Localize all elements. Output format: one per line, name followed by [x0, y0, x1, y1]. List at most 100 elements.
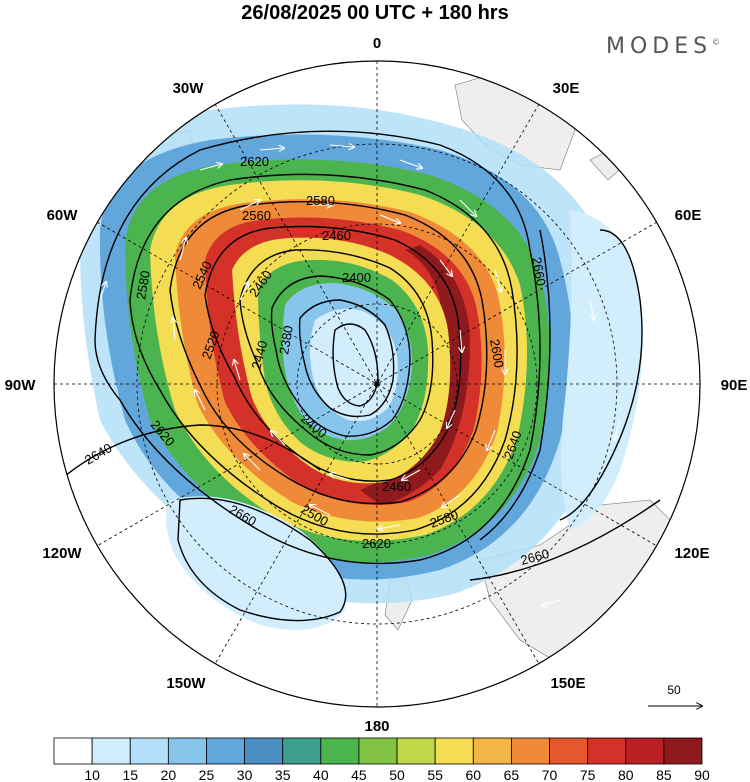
wind-arrow — [99, 282, 106, 301]
colorbar-swatch — [53, 737, 93, 765]
lon-label-150e: 150E — [550, 675, 585, 692]
contour-label: 2620 — [240, 154, 269, 169]
colorbar-label: 15 — [122, 767, 138, 782]
colorbar-swatch — [320, 737, 360, 765]
lon-label-90e: 90E — [721, 377, 748, 394]
colorbar-label: 45 — [351, 767, 367, 782]
wind-arrow — [494, 269, 501, 292]
map-disc: 2620 2560 2580 2460 2400 2540 2460 2580 … — [54, 61, 700, 707]
contour-2420 — [270, 275, 411, 437]
wind-arrow — [378, 524, 401, 529]
colorbar-swatch — [358, 737, 398, 765]
wind-arrow — [487, 429, 496, 450]
wind-reference: 50 — [648, 683, 702, 706]
contour-2640-east — [479, 229, 551, 541]
wind-arrow — [329, 145, 354, 147]
wind-arrow — [460, 329, 462, 352]
contour-label: 2380 — [276, 324, 296, 355]
brand-name: MODES — [606, 34, 713, 59]
copyright-mark: © — [712, 37, 721, 47]
contour-label: 2600 — [487, 338, 507, 369]
wind-arrow — [310, 505, 331, 516]
wind-arrow — [459, 199, 476, 216]
colorbar-swatch — [396, 737, 436, 765]
colorbar-label: 10 — [84, 767, 100, 782]
lon-label-60e: 60E — [675, 207, 702, 224]
colorbar-label: 80 — [618, 767, 634, 782]
wind-arrow — [402, 469, 421, 480]
contour-label: 2460 — [382, 479, 411, 494]
lon-label-150w: 150W — [166, 675, 206, 692]
colorbar-swatch — [244, 737, 284, 765]
modes-logo: MODES© — [606, 34, 720, 59]
contour-label: 2660 — [529, 256, 549, 287]
colorbar-swatch — [91, 737, 131, 765]
colorbar-label: 60 — [466, 767, 482, 782]
wind-arrow — [442, 494, 461, 507]
map-border — [53, 60, 701, 708]
colorbar-swatch — [663, 737, 703, 765]
colorbar-swatch — [625, 737, 665, 765]
colorbar-label: 75 — [580, 767, 596, 782]
shade-east-blob — [561, 210, 643, 530]
colorbar: 10 15 20 25 30 35 40 45 50 55 60 65 70 75 80 85 90 — [53, 737, 710, 782]
wind-arrow — [199, 164, 222, 171]
contour-label: 2620 — [362, 536, 391, 551]
lon-label-90w: 90W — [5, 377, 37, 394]
contour-label: 2440 — [248, 339, 270, 371]
wind-arrow — [110, 486, 121, 501]
colorbar-label: 25 — [199, 767, 215, 782]
wind-arrow — [195, 390, 206, 411]
contour-2380 — [298, 299, 395, 418]
colorbar-swatch — [587, 737, 627, 765]
wind-arrow — [439, 259, 452, 276]
colorbar-swatch — [206, 737, 245, 765]
colorbar-swatch — [434, 737, 474, 765]
lon-label-30e: 30E — [553, 80, 580, 97]
colorbar-label: 50 — [389, 767, 405, 782]
wind-arrow — [271, 431, 286, 446]
wind-arrow — [239, 282, 248, 301]
contour-label: 2400 — [342, 270, 371, 285]
lon-label-0: 0 — [373, 35, 381, 52]
wind-arrow — [542, 599, 561, 606]
colorbar-label: 65 — [504, 767, 520, 782]
wind-arrow — [614, 419, 621, 440]
colorbar-label: 35 — [275, 767, 291, 782]
contour-2580 — [129, 173, 518, 535]
lon-label-180: 180 — [364, 718, 389, 735]
wind-arrow — [447, 409, 456, 428]
south-pole-marker — [374, 381, 380, 387]
longitude-labels: 0 30E 60E 90E 120E 150E 180 150W 120W 90… — [5, 35, 748, 735]
colorbar-swatch — [282, 737, 322, 765]
colorbar-swatch — [129, 737, 169, 765]
colorbar-label: 20 — [161, 767, 177, 782]
wind-arrow — [379, 214, 400, 223]
contour-2660-east — [559, 229, 643, 521]
colorbar-swatch — [167, 737, 207, 765]
contour-2540 — [169, 200, 488, 505]
shade-center — [310, 308, 398, 422]
colorbar-label: 55 — [427, 767, 443, 782]
colorbar-label: 40 — [313, 767, 329, 782]
wind-arrow — [259, 148, 284, 150]
wind-reference-value: 50 — [667, 683, 681, 697]
wind-arrow — [399, 159, 422, 168]
colorbar-label: 90 — [694, 767, 710, 782]
contour-label: 2580 — [306, 193, 335, 208]
contour-2620 — [94, 130, 541, 565]
lon-label-30w: 30W — [173, 80, 205, 97]
colorbar-swatch — [511, 737, 550, 765]
contour-2460 — [239, 249, 434, 456]
colorbar-label: 30 — [237, 767, 253, 782]
colorbar-label: 85 — [656, 767, 672, 782]
contour-2340 — [332, 323, 379, 407]
colorbar-swatch — [549, 737, 589, 765]
height-contours — [59, 130, 661, 622]
wind-arrow — [589, 299, 594, 320]
lon-label-120e: 120E — [674, 545, 709, 562]
colorbar-label: 70 — [542, 767, 558, 782]
contour-2660-pacific — [177, 497, 347, 622]
map-title: 26/08/2025 00 UTC + 180 hrs — [241, 2, 509, 24]
